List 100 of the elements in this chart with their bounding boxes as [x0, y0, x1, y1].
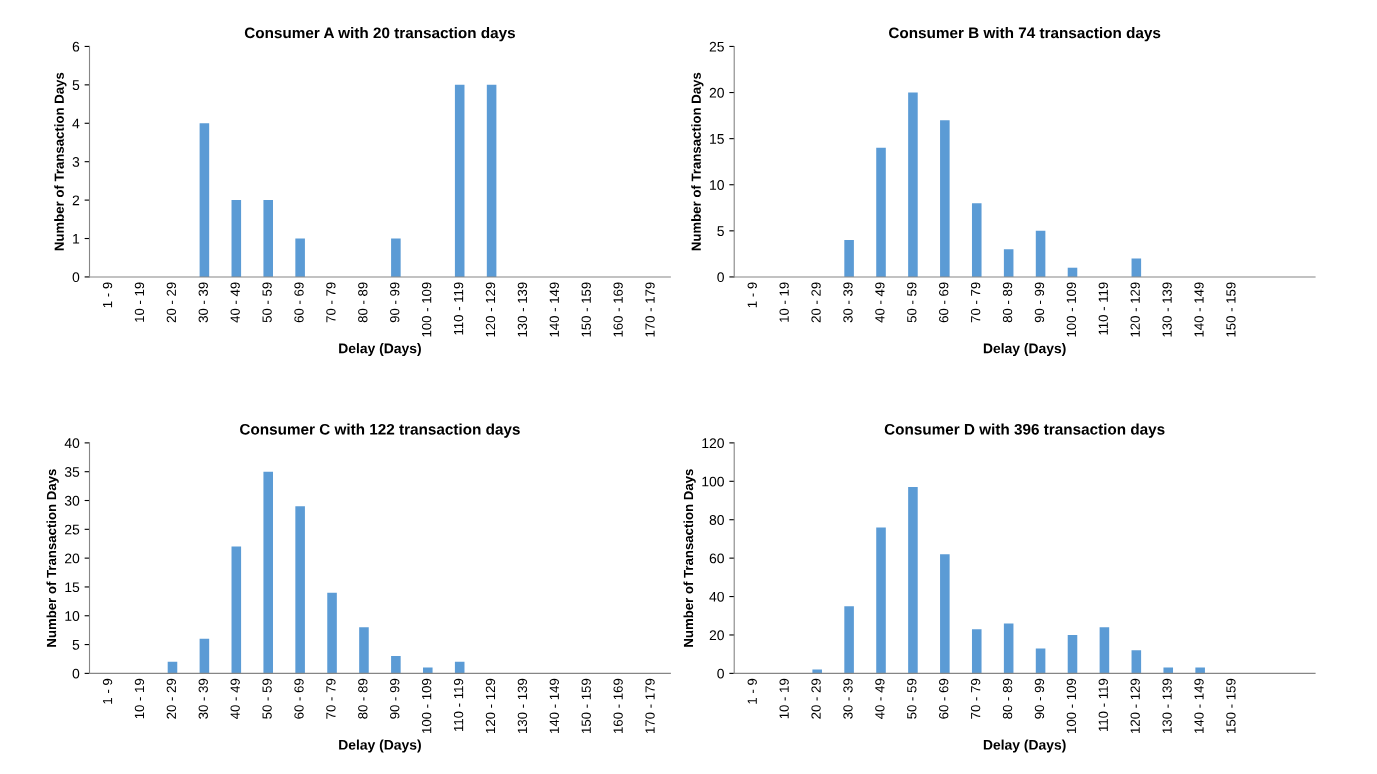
x-tick-label: 40 - 49 — [875, 678, 885, 720]
x-axis-title: Delay (Days) — [339, 739, 421, 753]
x-tick-label: 130 - 139 — [1162, 282, 1172, 337]
x-tick-label: 1 - 9 — [747, 282, 757, 308]
bar — [199, 123, 210, 277]
bar — [1035, 230, 1046, 277]
chart-title: Consumer B with 74 transaction days — [889, 27, 1161, 42]
x-tick-label: 30 - 39 — [843, 282, 853, 323]
x-tick-label: 60 - 69 — [294, 678, 304, 719]
bar — [199, 638, 210, 674]
x-tick-label: 150 - 159 — [1226, 282, 1236, 337]
bar — [263, 200, 274, 277]
x-tick-label: 60 - 69 — [294, 282, 304, 323]
y-tick-label: 40 — [64, 438, 80, 449]
y-axis-title: Number of Transaction Days — [691, 72, 704, 251]
x-tick-label: 140 - 149 — [1194, 282, 1204, 337]
chart-title: Consumer A with 20 transaction days — [244, 27, 515, 42]
y-tick-label: 2 — [72, 195, 80, 206]
y-tick-label: 0 — [717, 272, 724, 283]
y-tick-label: 10 — [710, 180, 724, 190]
x-tick-label: 30 - 39 — [198, 678, 208, 719]
x-tick-label: 150 - 159 — [1226, 678, 1236, 733]
x-tick-label: 80 - 89 — [1002, 678, 1013, 719]
bar — [327, 592, 337, 674]
x-tick-label: 70 - 79 — [970, 678, 981, 719]
y-tick-label: 80 — [709, 515, 724, 525]
x-tick-label: 50 - 59 — [907, 678, 917, 719]
bar — [1163, 667, 1174, 674]
bar — [940, 554, 950, 674]
x-tick-label: 110 - 119 — [453, 678, 464, 732]
bar — [423, 667, 433, 674]
bar — [454, 661, 465, 674]
bar — [1035, 648, 1046, 674]
x-tick-label: 140 - 149 — [1194, 678, 1204, 733]
x-tick-label: 90 - 99 — [1034, 282, 1045, 323]
x-tick-label: 90 - 99 — [390, 282, 400, 323]
x-tick-label: 90 - 99 — [1034, 678, 1045, 719]
bar — [359, 627, 369, 674]
x-tick-label: 100 - 109 — [421, 282, 432, 337]
y-tick-label: 10 — [65, 611, 80, 621]
y-tick-label: 100 — [702, 476, 724, 487]
bar — [1003, 623, 1014, 674]
x-tick-label: 80 - 89 — [1002, 282, 1013, 323]
x-tick-label: 70 - 79 — [970, 282, 981, 323]
x-tick-label: 160 - 169 — [613, 678, 623, 733]
x-tick-label: 70 - 79 — [326, 282, 336, 323]
y-tick-label: 0 — [72, 272, 80, 283]
x-tick-label: 140 - 149 — [549, 282, 559, 337]
y-axis-title: Number of Transaction Days — [54, 72, 67, 251]
x-tick-label: 80 - 89 — [358, 282, 368, 323]
x-tick-label: 100 - 109 — [1066, 282, 1077, 337]
bar — [1131, 650, 1142, 674]
y-tick-label: 40 — [709, 591, 724, 602]
x-tick-label: 1 - 9 — [747, 678, 757, 704]
x-tick-label: 20 - 29 — [811, 282, 821, 323]
y-axis-title: Number of Transaction Days — [46, 469, 59, 647]
x-axis-title: Delay (Days) — [339, 343, 421, 357]
y-tick-label: 5 — [717, 226, 724, 236]
x-tick-label: 20 - 29 — [166, 282, 177, 323]
x-tick-label: 160 - 169 — [613, 282, 623, 337]
bar — [231, 546, 242, 674]
y-tick-label: 1 — [73, 233, 80, 244]
bar — [876, 147, 886, 277]
bar — [844, 240, 854, 277]
x-tick-label: 20 - 29 — [811, 678, 821, 719]
y-tick-label: 25 — [709, 41, 724, 52]
x-axis-title: Delay (Days) — [983, 739, 1066, 753]
y-tick-label: 3 — [72, 157, 80, 167]
y-tick-label: 15 — [65, 582, 80, 593]
y-tick-label: 6 — [72, 41, 80, 52]
y-tick-label: 20 — [709, 87, 724, 98]
x-tick-label: 40 - 49 — [230, 282, 240, 323]
x-tick-label: 120 - 129 — [485, 678, 496, 733]
bar — [295, 238, 305, 277]
y-axis-title: Number of Transaction Days — [683, 469, 696, 647]
x-tick-label: 80 - 89 — [358, 678, 368, 719]
x-tick-label: 50 - 59 — [262, 678, 272, 719]
bar — [876, 527, 886, 674]
bar — [454, 84, 465, 277]
y-tick-label: 30 — [64, 495, 80, 506]
x-tick-label: 10 - 19 — [779, 282, 789, 322]
x-axis-title: Delay (Days) — [983, 343, 1066, 357]
x-tick-label: 110 - 119 — [453, 282, 464, 335]
y-tick-label: 5 — [72, 640, 80, 650]
bar — [167, 661, 178, 674]
x-tick-label: 170 - 179 — [645, 678, 655, 733]
x-tick-label: 110 - 119 — [1098, 678, 1108, 732]
x-tick-label: 150 - 159 — [581, 678, 591, 733]
bar — [940, 120, 950, 277]
x-tick-label: 1 - 9 — [102, 282, 113, 308]
bar — [295, 506, 305, 674]
bar — [1099, 627, 1110, 674]
y-tick-label: 60 — [709, 553, 724, 564]
x-tick-label: 40 - 49 — [230, 678, 240, 720]
bar — [908, 487, 918, 674]
x-tick-label: 120 - 129 — [1130, 678, 1140, 733]
y-tick-label: 5 — [72, 80, 80, 91]
bar — [1131, 258, 1142, 277]
y-tick-label: 4 — [72, 118, 80, 129]
x-tick-label: 120 - 129 — [485, 282, 496, 337]
